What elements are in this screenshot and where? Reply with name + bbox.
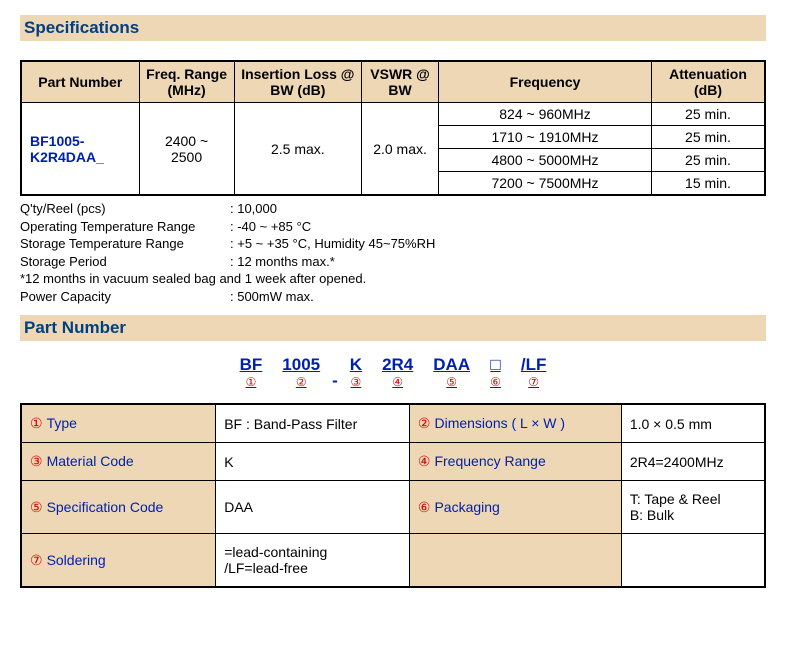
- cell-att: 15 min.: [652, 172, 766, 196]
- note-label: Storage Temperature Range: [20, 235, 230, 253]
- part-number-breakdown: BF① 1005②-K③ 2R4④ DAA⑤ □⑥/LF⑦: [20, 355, 766, 391]
- pn-value: K: [216, 443, 410, 481]
- pn-value: [621, 534, 765, 588]
- cell-part-number: BF1005-K2R4DAA_: [21, 103, 139, 196]
- part-number-table: ①TypeBF : Band-Pass Filter②Dimensions ( …: [20, 403, 766, 588]
- note-footnote: *12 months in vacuum sealed bag and 1 we…: [20, 270, 766, 288]
- cell-att: 25 min.: [652, 149, 766, 172]
- cell-freq-range: 2400 ~ 2500: [139, 103, 234, 196]
- section-part-number: Part Number: [20, 315, 766, 341]
- note-label: Operating Temperature Range: [20, 218, 230, 236]
- note-value: : 500mW max.: [230, 288, 314, 306]
- pn-value: BF : Band-Pass Filter: [216, 404, 410, 443]
- note-value: : 10,000: [230, 200, 277, 218]
- cell-att: 25 min.: [652, 103, 766, 126]
- col-part-number: Part Number: [21, 61, 139, 103]
- pn-segment-num: ④: [382, 375, 413, 389]
- section-specifications: Specifications: [20, 15, 766, 42]
- pn-segment: K③: [350, 355, 362, 389]
- note-value: : -40 ~ +85 °C: [230, 218, 311, 236]
- pn-key: ⑥Packaging: [409, 481, 621, 534]
- pn-segment: /LF⑦: [521, 355, 547, 389]
- pn-value: DAA: [216, 481, 410, 534]
- pn-value: T: Tape & Reel B: Bulk: [621, 481, 765, 534]
- pn-key: ⑤Specification Code: [21, 481, 216, 534]
- col-vswr: VSWR @ BW: [362, 61, 439, 103]
- pn-key: ③Material Code: [21, 443, 216, 481]
- pn-segment: □⑥: [490, 355, 501, 389]
- cell-freq: 1710 ~ 1910MHz: [439, 126, 652, 149]
- cell-att: 25 min.: [652, 126, 766, 149]
- note-value: : +5 ~ +35 °C, Humidity 45~75%RH: [230, 235, 435, 253]
- col-frequency: Frequency: [439, 61, 652, 103]
- pn-segment-num: ⑦: [521, 375, 547, 389]
- pn-segment-num: ②: [282, 375, 320, 389]
- pn-key: ④Frequency Range: [409, 443, 621, 481]
- col-freq-range: Freq. Range (MHz): [139, 61, 234, 103]
- pn-segment: 1005②: [282, 355, 320, 389]
- cell-insertion-loss: 2.5 max.: [234, 103, 362, 196]
- note-value: : 12 months max.*: [230, 253, 335, 271]
- pn-segment-num: ①: [240, 375, 263, 389]
- pn-segment: BF①: [240, 355, 263, 389]
- pn-value: 2R4=2400MHz: [621, 443, 765, 481]
- note-label: Storage Period: [20, 253, 230, 271]
- pn-key: ①Type: [21, 404, 216, 443]
- pn-key: [409, 534, 621, 588]
- cell-freq: 824 ~ 960MHz: [439, 103, 652, 126]
- pn-key: ⑦Soldering: [21, 534, 216, 588]
- pn-segment-num: ⑤: [433, 375, 470, 389]
- note-label: Power Capacity: [20, 288, 230, 306]
- pn-segment: 2R4④: [382, 355, 413, 389]
- pn-segment-num: ③: [350, 375, 362, 389]
- pn-value: =lead-containing /LF=lead-free: [216, 534, 410, 588]
- pn-segment-num: ⑥: [490, 375, 501, 389]
- cell-vswr: 2.0 max.: [362, 103, 439, 196]
- spec-notes: Q'ty/Reel (pcs): 10,000 Operating Temper…: [20, 200, 766, 305]
- note-label: Q'ty/Reel (pcs): [20, 200, 230, 218]
- cell-freq: 4800 ~ 5000MHz: [439, 149, 652, 172]
- spec-table: Part Number Freq. Range (MHz) Insertion …: [20, 60, 766, 196]
- cell-freq: 7200 ~ 7500MHz: [439, 172, 652, 196]
- pn-separator: -: [332, 371, 338, 391]
- pn-value: 1.0 × 0.5 mm: [621, 404, 765, 443]
- col-insertion-loss: Insertion Loss @ BW (dB): [234, 61, 362, 103]
- pn-segment: DAA⑤: [433, 355, 470, 389]
- col-attenuation: Attenuation (dB): [652, 61, 766, 103]
- pn-key: ②Dimensions ( L × W ): [409, 404, 621, 443]
